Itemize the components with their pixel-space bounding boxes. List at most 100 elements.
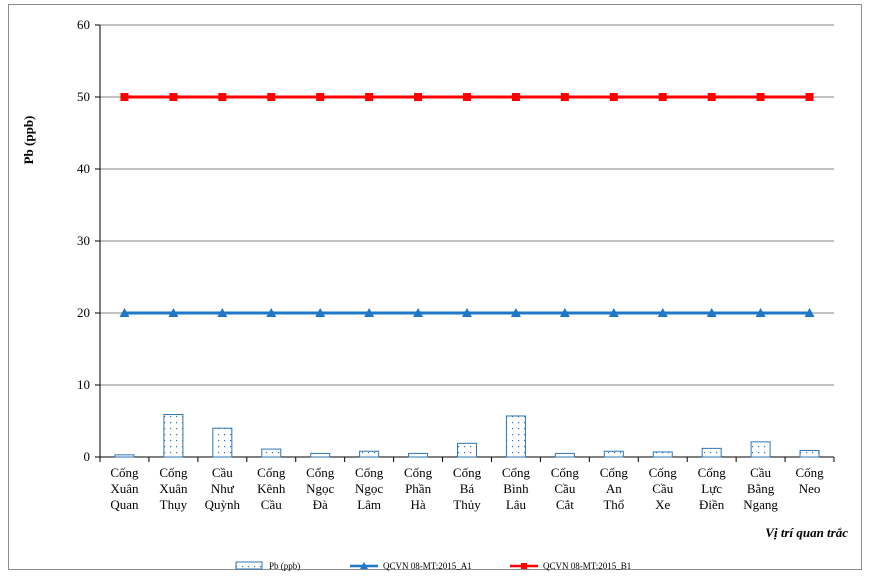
x-category-label: Cống [306,465,335,480]
series-marker [463,93,471,101]
series-marker [168,308,179,317]
series-marker [658,93,667,101]
bar [359,450,380,458]
series-marker [266,308,277,317]
gridlines [95,24,835,462]
y-tick-label: 0 [84,449,91,464]
series-marker [462,308,472,317]
x-category-label: Đà [313,497,328,512]
x-category-label: Như [211,481,235,496]
y-tick-label: 60 [77,17,90,32]
series-marker [805,93,814,101]
bar [310,452,331,458]
legend-label: QCVN 08-MT:2015_B1 [543,561,631,571]
x-category-label: Cống [404,465,433,480]
legend-label: Pb (ppb) [269,561,300,571]
bar [652,451,673,458]
x-category-label: Cống [502,465,531,480]
legend-marker [360,562,368,569]
bar [114,454,135,458]
series-marker [608,308,619,317]
series-marker [365,93,374,101]
y-axis-title: Pb (ppb) [21,116,36,165]
series-marker [315,308,326,317]
series-marker [364,308,375,317]
line-series [119,93,815,317]
x-category-label: Thụy [160,497,188,512]
x-category-label: Cầu [554,481,575,496]
y-tick-label: 30 [77,233,90,248]
bar [212,427,233,458]
x-category-label: Cống [698,465,727,480]
x-category-label: Bình [503,481,529,496]
x-category-label: Cống [355,465,384,480]
x-category-label: Cống [257,465,286,480]
series-marker [414,93,423,101]
x-category-label: Neo [799,481,821,496]
x-category-label: Cầu [261,497,282,512]
x-category-label: Thủy [453,497,481,512]
chart-frame [8,4,862,570]
x-category-label: Xe [655,497,670,512]
x-category-label: Kênh [257,481,286,496]
series-marker [560,93,569,101]
x-category-label: Cầu [652,481,673,496]
x-category-label: Quỳnh [205,497,241,512]
series-marker [217,308,228,317]
x-category-label: Bá [460,481,475,496]
y-tick-labels: 0 10 20 30 40 50 60 [77,17,90,464]
x-category-labels: CốngXuânQuanCốngXuânThụyCầuNhưQuỳnhCốngK… [110,465,824,512]
x-category-label: Xuân [110,481,139,496]
x-category-label: Cống [453,465,482,480]
bar [799,450,820,458]
x-category-label: Bằng [747,481,775,496]
legend-label: QCVN 08-MT:2015_A1 [383,561,472,571]
legend-swatch [235,561,263,570]
bar [457,442,477,458]
series-marker [169,93,178,101]
x-category-label: Quan [110,497,139,512]
bar [163,414,184,458]
x-category-label: Ngọc [355,481,383,496]
series-marker [218,93,227,101]
x-category-label: Thổ [603,497,624,512]
x-category-label: Cống [600,465,629,480]
legend-marker [521,563,527,569]
x-category-label: Ngang [743,497,778,512]
x-category-label: Cầu [750,465,771,480]
series-marker [267,93,276,101]
x-category-label: Ngọc [306,481,334,496]
series-marker [120,93,129,101]
series-marker [657,308,668,317]
series-marker [119,308,130,317]
x-category-label: Xuân [159,481,188,496]
bar [261,448,282,458]
bar [603,450,624,458]
x-category-label: Hà [410,497,425,512]
y-tick-label: 20 [77,305,90,320]
y-tick-label: 50 [77,89,90,104]
series-marker [511,93,520,101]
x-category-label: Điền [699,497,725,512]
x-category-label: Cống [649,465,678,480]
series-marker [756,93,765,101]
series-marker [804,308,815,317]
x-category-label: Cống [795,465,824,480]
bar-series [114,414,820,458]
series-marker [706,308,717,317]
legend: Pb (ppb) QCVN 08-MT:2015_A1 QCVN 08-MT:201… [235,561,631,571]
x-category-label: Lâu [506,497,527,512]
bar [408,452,429,458]
series-marker [510,308,521,317]
x-category-label: Cống [159,465,188,480]
x-category-label: Cống [110,465,139,480]
y-tick-label: 40 [77,161,90,176]
x-category-label: An [606,481,622,496]
x-category-label: Lâm [357,497,381,512]
x-category-label: Lực [701,481,722,496]
x-category-label: Cầu [212,465,233,480]
bar [750,441,771,458]
bar [701,447,722,458]
y-tick-label: 10 [77,377,90,392]
